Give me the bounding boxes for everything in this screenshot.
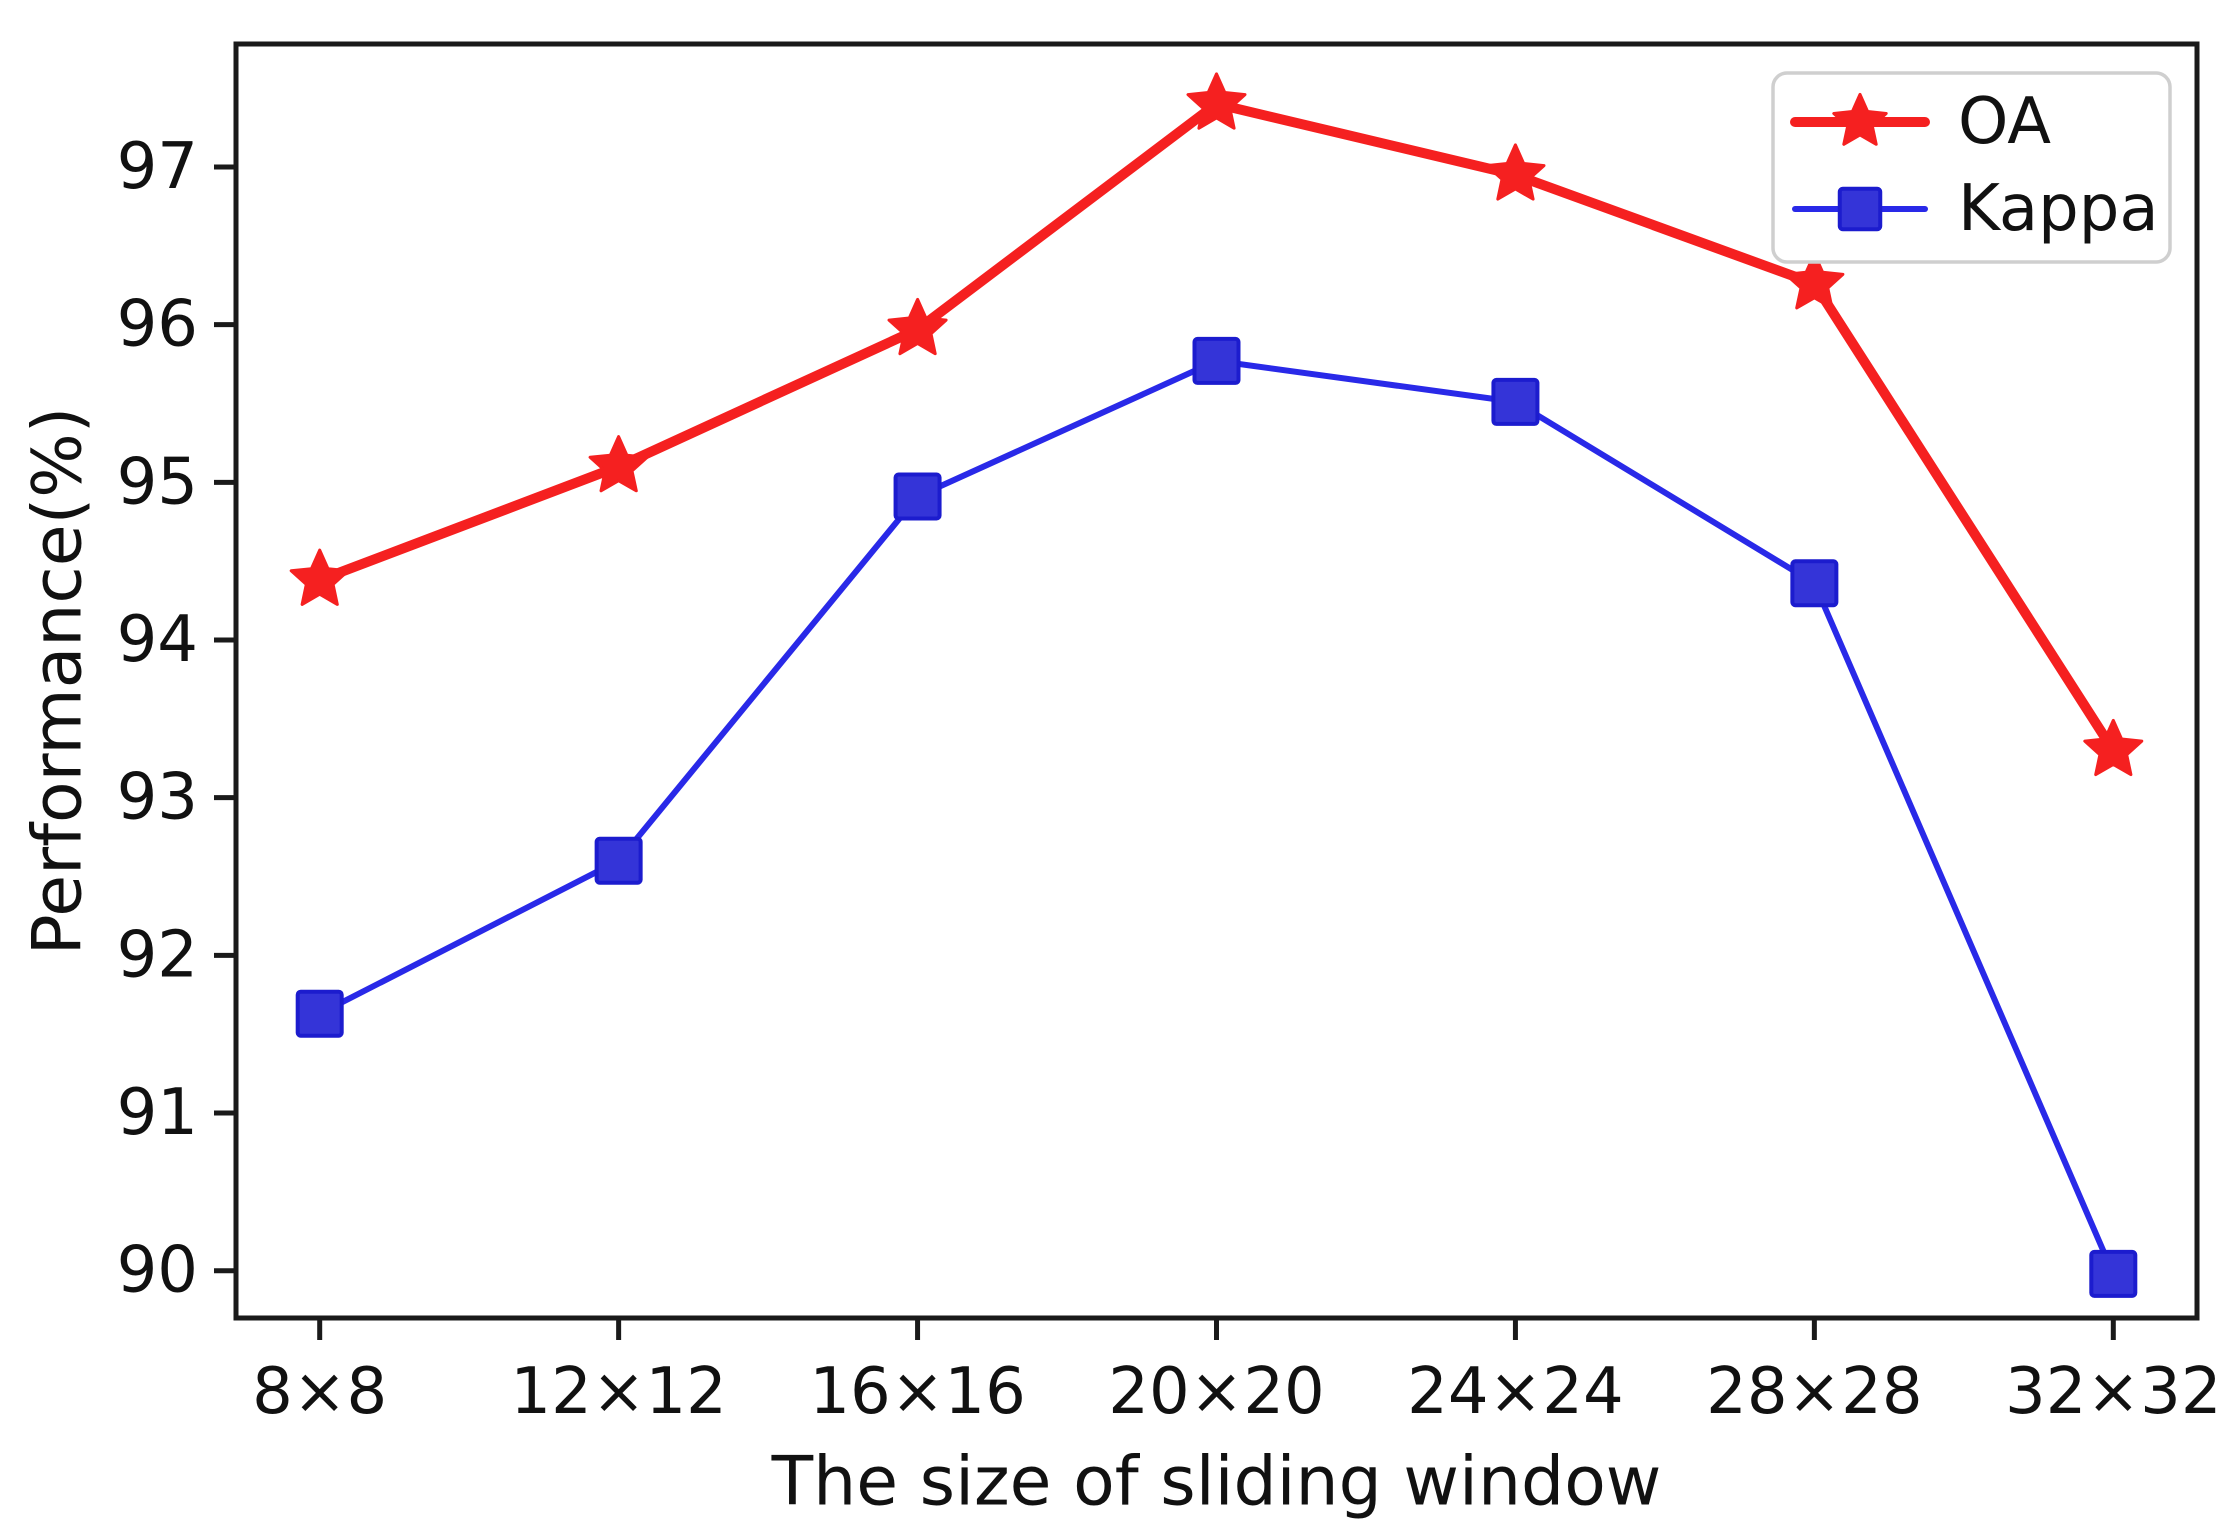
legend: OA Kappa — [1771, 71, 2172, 264]
series-OA — [289, 72, 2144, 777]
y-tick-label: 96 — [117, 288, 198, 362]
series-Kappa — [295, 336, 2138, 1298]
legend-label: Kappa — [1958, 172, 2159, 246]
legend-item-Kappa: Kappa — [1792, 172, 2159, 246]
x-tick-label: 28×28 — [1706, 1355, 1923, 1429]
marker-square — [594, 836, 643, 885]
marker-square — [2089, 1249, 2138, 1298]
x-axis-title: The size of sliding window — [771, 1443, 1662, 1522]
y-tick-label: 93 — [117, 761, 198, 835]
y-tick-label: 92 — [117, 918, 198, 992]
marker-star — [1784, 252, 1845, 310]
marker-star — [2083, 718, 2144, 777]
y-axis-title: Performance(%) — [19, 407, 98, 956]
legend-item-OA: OA — [1790, 85, 2051, 159]
y-tick-label: 91 — [117, 1076, 198, 1150]
marker-square — [1491, 377, 1540, 426]
marker-square — [295, 989, 344, 1038]
series-line-Kappa — [316, 357, 2117, 1277]
marker-star — [1186, 72, 1247, 130]
axes: 90 91 92 93 94 95 96 97 8×8 12×12 16×16 20×20 24×24 2… — [19, 41, 2222, 1522]
marker-square — [1790, 559, 1839, 608]
x-tick-label: 24×24 — [1407, 1355, 1624, 1429]
x-tick-label: 20×20 — [1108, 1355, 1325, 1429]
marker-square — [1192, 336, 1241, 385]
y-tick-label: 90 — [117, 1234, 198, 1308]
legend-marker-star — [1832, 92, 1888, 146]
x-tick-label: 32×32 — [2005, 1355, 2222, 1429]
x-tick-label: 8×8 — [252, 1355, 387, 1429]
marker-star — [289, 548, 350, 606]
legend-label: OA — [1958, 85, 2051, 159]
marker-star — [1485, 143, 1546, 201]
marker-square — [893, 472, 942, 521]
y-tick-label: 94 — [117, 603, 198, 677]
y-tick-label: 97 — [117, 130, 198, 204]
marker-star — [588, 435, 649, 493]
x-tick-label: 12×12 — [510, 1355, 727, 1429]
legend-marker-square — [1837, 186, 1883, 232]
x-tick-label: 16×16 — [809, 1355, 1026, 1429]
plot-area-border — [233, 41, 2200, 1321]
y-tick-label: 95 — [117, 445, 198, 519]
marker-star — [887, 297, 948, 356]
